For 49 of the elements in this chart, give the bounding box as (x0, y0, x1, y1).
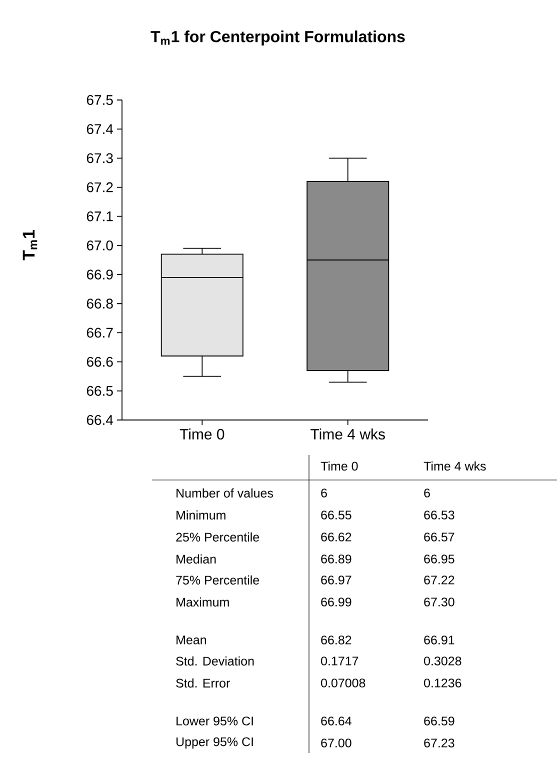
text: 67.23 (424, 738, 454, 748)
y-tick-label: 67.2 (86, 182, 113, 192)
text: Number of values (176, 488, 274, 498)
text: 25% Percentile (176, 532, 260, 542)
chart-title: T$_{m}$1 for Centerpoint Formulations (150, 30, 405, 46)
text: 66.57 (424, 532, 454, 542)
text: Upper 95% CI (176, 737, 253, 749)
text: 6 (424, 488, 430, 498)
text: Lower 95% CI (176, 716, 253, 726)
text: 67.22 (424, 576, 454, 584)
text: 66.95 (424, 554, 454, 564)
text: 66.91 (424, 636, 454, 644)
y-tick-label: 66.4 (86, 415, 114, 425)
text: 66.82 (321, 636, 352, 644)
text: 66.59 (424, 716, 454, 726)
text: Time 4 wks (424, 461, 486, 471)
text: 66.64 (321, 716, 352, 726)
y-tick-label: 67.5 (86, 95, 113, 105)
y-tick-label: 66.6 (86, 356, 113, 367)
y-tick-label: 67.0 (86, 240, 113, 250)
text: Std. Error (176, 678, 230, 688)
text: 66.62 (321, 532, 352, 542)
text: 67.00 (321, 738, 352, 748)
y-tick-label: 66.7 (86, 328, 113, 338)
text: 6 (321, 488, 327, 498)
text: Maximum (176, 597, 229, 607)
text: 0.07008 (321, 678, 366, 688)
y-tick-label: 67.4 (86, 124, 114, 134)
text: 0.1717 (321, 656, 358, 666)
text: 75% Percentile (176, 575, 260, 585)
y-tick-label: 66.9 (86, 270, 113, 280)
y-tick-label: 67.1 (86, 211, 113, 222)
y-tick-label: 66.8 (86, 298, 113, 309)
y-tick-label: 66.5 (86, 386, 113, 396)
y-tick-label: 67.3 (86, 153, 113, 164)
text: Time 0 (320, 461, 358, 471)
text: Mean (176, 636, 206, 644)
text: 66.55 (321, 510, 352, 520)
text: Median (176, 554, 216, 564)
text: 0.1236 (424, 678, 462, 688)
text: 66.99 (321, 598, 352, 606)
text: 66.53 (424, 510, 454, 520)
text: 66.89 (321, 554, 352, 564)
text: Std. Deviation (176, 656, 254, 666)
text: 67.30 (424, 598, 454, 606)
text: Minimum (176, 510, 226, 520)
text: 66.97 (321, 576, 352, 584)
y-axis-title: T$_{m}$1 (22, 230, 38, 260)
text: 0.3028 (424, 656, 462, 666)
